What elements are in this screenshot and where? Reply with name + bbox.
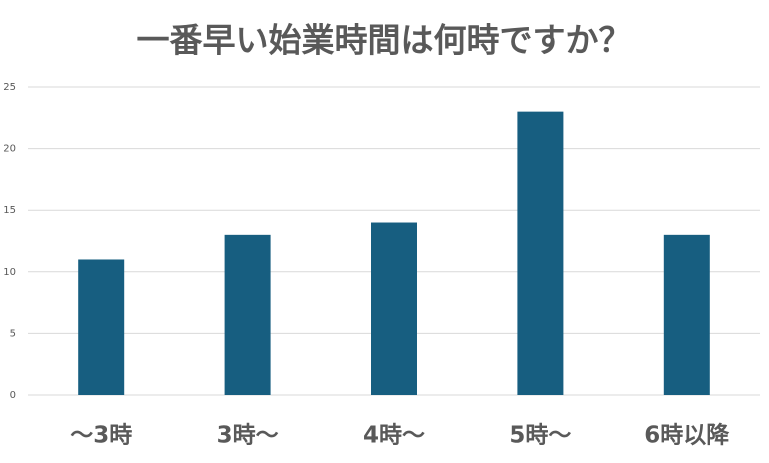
y-tick-label: 0 <box>10 390 16 401</box>
bar <box>78 259 125 395</box>
x-tick-label: 3時～ <box>217 423 279 449</box>
y-tick-label: 15 <box>3 205 16 216</box>
y-tick-label: 25 <box>3 82 16 93</box>
bar <box>371 222 417 395</box>
bar <box>224 234 271 395</box>
y-tick-label: 20 <box>3 144 16 155</box>
chart-title: 一番早い始業時間は何時ですか？ <box>137 21 632 60</box>
y-tick-label: 10 <box>3 267 16 278</box>
x-tick-label: 6時以降 <box>644 423 730 449</box>
x-tick-label: 5時～ <box>509 423 571 449</box>
x-tick-label: ～3時 <box>70 423 132 449</box>
y-tick-label: 5 <box>10 328 16 339</box>
bar <box>517 111 564 395</box>
bar <box>663 234 710 395</box>
x-tick-label: 4時～ <box>363 423 425 449</box>
